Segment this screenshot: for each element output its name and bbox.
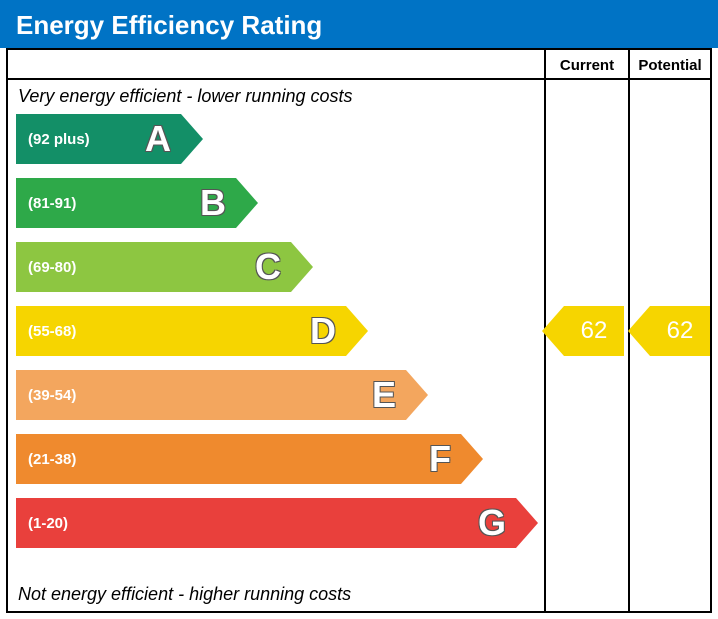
band-c: (69-80) C <box>16 242 291 292</box>
band-b: (81-91) B <box>16 178 236 228</box>
band-letter: D <box>310 310 336 352</box>
header-potential: Potential <box>630 50 710 80</box>
band-range: (1-20) <box>16 515 68 532</box>
band-letter: B <box>200 182 226 224</box>
band-range: (69-80) <box>16 259 76 276</box>
caption-bottom: Not energy efficient - higher running co… <box>18 584 351 605</box>
band-letter: F <box>429 438 451 480</box>
band-range: (39-54) <box>16 387 76 404</box>
header-current: Current <box>546 50 628 80</box>
band-letter: A <box>145 118 171 160</box>
band-letter: E <box>372 374 396 416</box>
bands-area: Very energy efficient - lower running co… <box>8 80 710 611</box>
band-g: (1-20) G <box>16 498 516 548</box>
band-d: (55-68) D <box>16 306 346 356</box>
arrow-current: 62 <box>564 306 624 356</box>
band-letter: G <box>478 502 506 544</box>
band-letter: C <box>255 246 281 288</box>
header-row: Current Potential <box>8 50 710 80</box>
band-range: (92 plus) <box>16 131 90 148</box>
epc-chart: Energy Efficiency Rating Current Potenti… <box>0 0 718 619</box>
band-a: (92 plus) A <box>16 114 181 164</box>
caption-top: Very energy efficient - lower running co… <box>18 86 353 107</box>
band-range: (81-91) <box>16 195 76 212</box>
band-f: (21-38) F <box>16 434 461 484</box>
arrow-potential: 62 <box>650 306 710 356</box>
band-range: (55-68) <box>16 323 76 340</box>
chart-title: Energy Efficiency Rating <box>0 0 718 48</box>
band-e: (39-54) E <box>16 370 406 420</box>
band-range: (21-38) <box>16 451 76 468</box>
chart-body: Current Potential Very energy efficient … <box>6 48 712 613</box>
